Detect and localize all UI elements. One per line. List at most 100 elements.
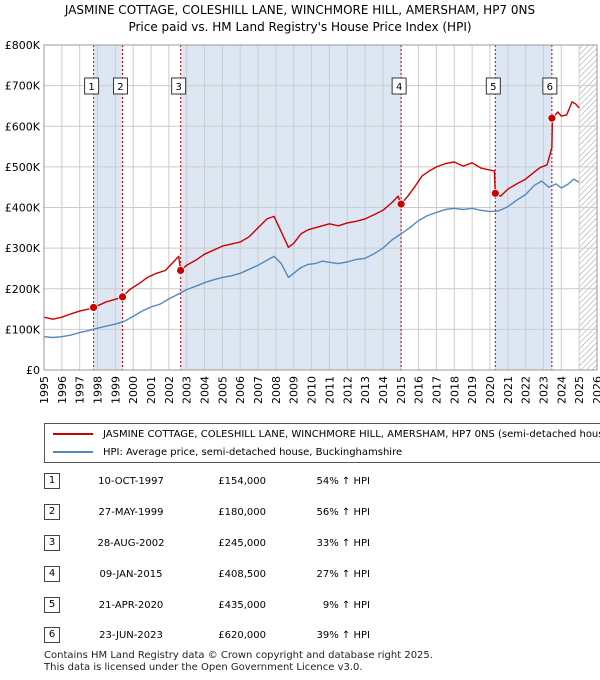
footer: Contains HM Land Registry data © Crown c… — [44, 650, 433, 674]
row-hpi-change: 39% ↑ HPI — [316, 630, 370, 641]
row-hpi-change: 9% ↑ HPI — [322, 600, 370, 611]
x-tick-label: 2010 — [306, 376, 319, 404]
footer-license: This data is licensed under the Open Gov… — [44, 662, 363, 673]
x-tick-label: 1995 — [38, 376, 51, 404]
x-tick-label: 2022 — [520, 376, 533, 404]
row-date: 09-JAN-2015 — [99, 569, 163, 580]
row-number-badge: 2 — [44, 504, 60, 520]
x-tick-label: 2018 — [448, 376, 461, 404]
table-row: 6 23-JUN-2023 £620,000 39% ↑ HPI — [0, 624, 600, 648]
x-tick-label: 2023 — [537, 376, 550, 404]
x-tick-label: 1999 — [109, 376, 122, 404]
legend-item-hpi: HPI: Average price, semi-detached house,… — [53, 444, 402, 462]
legend: JASMINE COTTAGE, COLESHILL LANE, WINCHMO… — [44, 423, 600, 463]
table-row: 2 27-MAY-1999 £180,000 56% ↑ HPI — [0, 501, 600, 525]
marker-label-box — [84, 77, 100, 95]
row-number-badge: 5 — [44, 597, 60, 613]
sale-point-marker — [396, 199, 406, 209]
y-tick-label: £300K — [5, 242, 41, 255]
plot-frame — [43, 44, 598, 371]
row-price: £245,000 — [218, 538, 266, 549]
y-tick-label: £400K — [5, 202, 41, 215]
x-tick-label: 2020 — [484, 376, 497, 404]
marker-label-number: 4 — [396, 82, 402, 93]
footer-copyright: Contains HM Land Registry data © Crown c… — [44, 650, 433, 661]
row-number-badge: 6 — [44, 627, 60, 643]
marker-label-box — [542, 77, 558, 95]
row-date: 21-APR-2020 — [98, 600, 164, 611]
row-number-badge: 4 — [44, 566, 60, 582]
x-tick-label: 2006 — [234, 376, 247, 404]
x-tick-label: 2007 — [252, 376, 265, 404]
x-tick-label: 2015 — [395, 376, 408, 404]
row-date: 23-JUN-2023 — [99, 630, 163, 641]
legend-swatch-hpi — [53, 451, 93, 453]
x-tick-label: 2016 — [413, 376, 426, 404]
table-row: 1 10-OCT-1997 £154,000 54% ↑ HPI — [0, 470, 600, 494]
x-tick-label: 2012 — [341, 376, 354, 404]
x-tick-label: 2004 — [199, 376, 212, 404]
x-tick-label: 1998 — [92, 376, 105, 404]
marker-label-box — [485, 77, 501, 95]
y-tick-label: £500K — [5, 161, 41, 174]
y-tick-label: £600K — [5, 120, 41, 133]
legend-label-hpi: HPI: Average price, semi-detached house,… — [103, 447, 403, 458]
y-tick-label: £800K — [5, 39, 41, 52]
table-row: 5 21-APR-2020 £435,000 9% ↑ HPI — [0, 594, 600, 618]
x-tick-label: 2019 — [466, 376, 479, 404]
sale-point-marker — [89, 303, 98, 312]
row-price: £620,000 — [218, 630, 266, 641]
row-hpi-change: 27% ↑ HPI — [316, 569, 370, 580]
row-price: £154,000 — [218, 476, 266, 487]
marker-label-box — [171, 77, 187, 95]
row-date: 27-MAY-1999 — [98, 507, 164, 518]
marker-label-number: 1 — [88, 82, 94, 93]
marker-label-number: 6 — [547, 82, 553, 93]
row-hpi-change: 33% ↑ HPI — [316, 538, 370, 549]
row-hpi-change: 56% ↑ HPI — [316, 507, 370, 518]
x-tick-label: 2011 — [323, 376, 336, 404]
x-tick-label: 2009 — [288, 376, 301, 404]
marker-label-number: 3 — [175, 82, 181, 93]
y-tick-label: £100K — [5, 323, 41, 336]
row-hpi-change: 54% ↑ HPI — [316, 476, 370, 487]
chart-subtitle: Price paid vs. HM Land Registry's House … — [128, 20, 472, 34]
property-series-line — [43, 101, 580, 320]
x-tick-label: 2008 — [270, 376, 283, 404]
marker-label-box — [391, 77, 407, 95]
x-tick-label: 2024 — [555, 376, 568, 404]
hpi-series-line — [43, 178, 580, 339]
table-row: 4 09-JAN-2015 £408,500 27% ↑ HPI — [0, 563, 600, 587]
sale-point-marker — [118, 292, 127, 302]
price-chart: £0 £100K £200K £300K £400K £500K £600K £700K £80… — [5, 39, 600, 404]
x-tick-label: 2001 — [145, 376, 158, 404]
row-date: 10-OCT-1997 — [98, 476, 164, 487]
y-tick-label: £700K — [5, 80, 41, 93]
marker-label-box — [112, 77, 128, 95]
row-date: 28-AUG-2002 — [97, 538, 165, 549]
x-tick-label: 2002 — [163, 376, 176, 404]
legend-item-property: JASMINE COTTAGE, COLESHILL LANE, WINCHMO… — [53, 426, 600, 444]
x-tick-label: 2017 — [430, 376, 443, 404]
chart-title: JASMINE COTTAGE, COLESHILL LANE, WINCHMO… — [64, 3, 536, 17]
row-number-badge: 1 — [44, 473, 60, 489]
row-price: £435,000 — [218, 600, 266, 611]
x-tick-label: 2014 — [377, 376, 390, 404]
x-tick-label: 2003 — [181, 376, 194, 404]
y-tick-label: £200K — [5, 283, 41, 296]
row-price: £180,000 — [218, 507, 266, 518]
x-tick-label: 2025 — [573, 376, 586, 404]
x-tick-label: 2021 — [502, 376, 515, 404]
x-tick-label: 1996 — [56, 376, 69, 404]
x-tick-label: 1997 — [74, 376, 87, 404]
legend-swatch-property — [53, 433, 93, 435]
x-tick-label: 2026 — [591, 376, 600, 404]
sale-point-marker — [176, 266, 186, 275]
x-tick-label: 2005 — [216, 376, 229, 404]
marker-label-number: 5 — [490, 82, 496, 93]
row-price: £408,500 — [218, 569, 266, 580]
x-tick-label: 2013 — [359, 376, 372, 404]
x-tick-label: 2000 — [127, 376, 140, 404]
legend-label-property: JASMINE COTTAGE, COLESHILL LANE, WINCHMO… — [103, 429, 600, 440]
sale-point-marker — [490, 188, 500, 198]
